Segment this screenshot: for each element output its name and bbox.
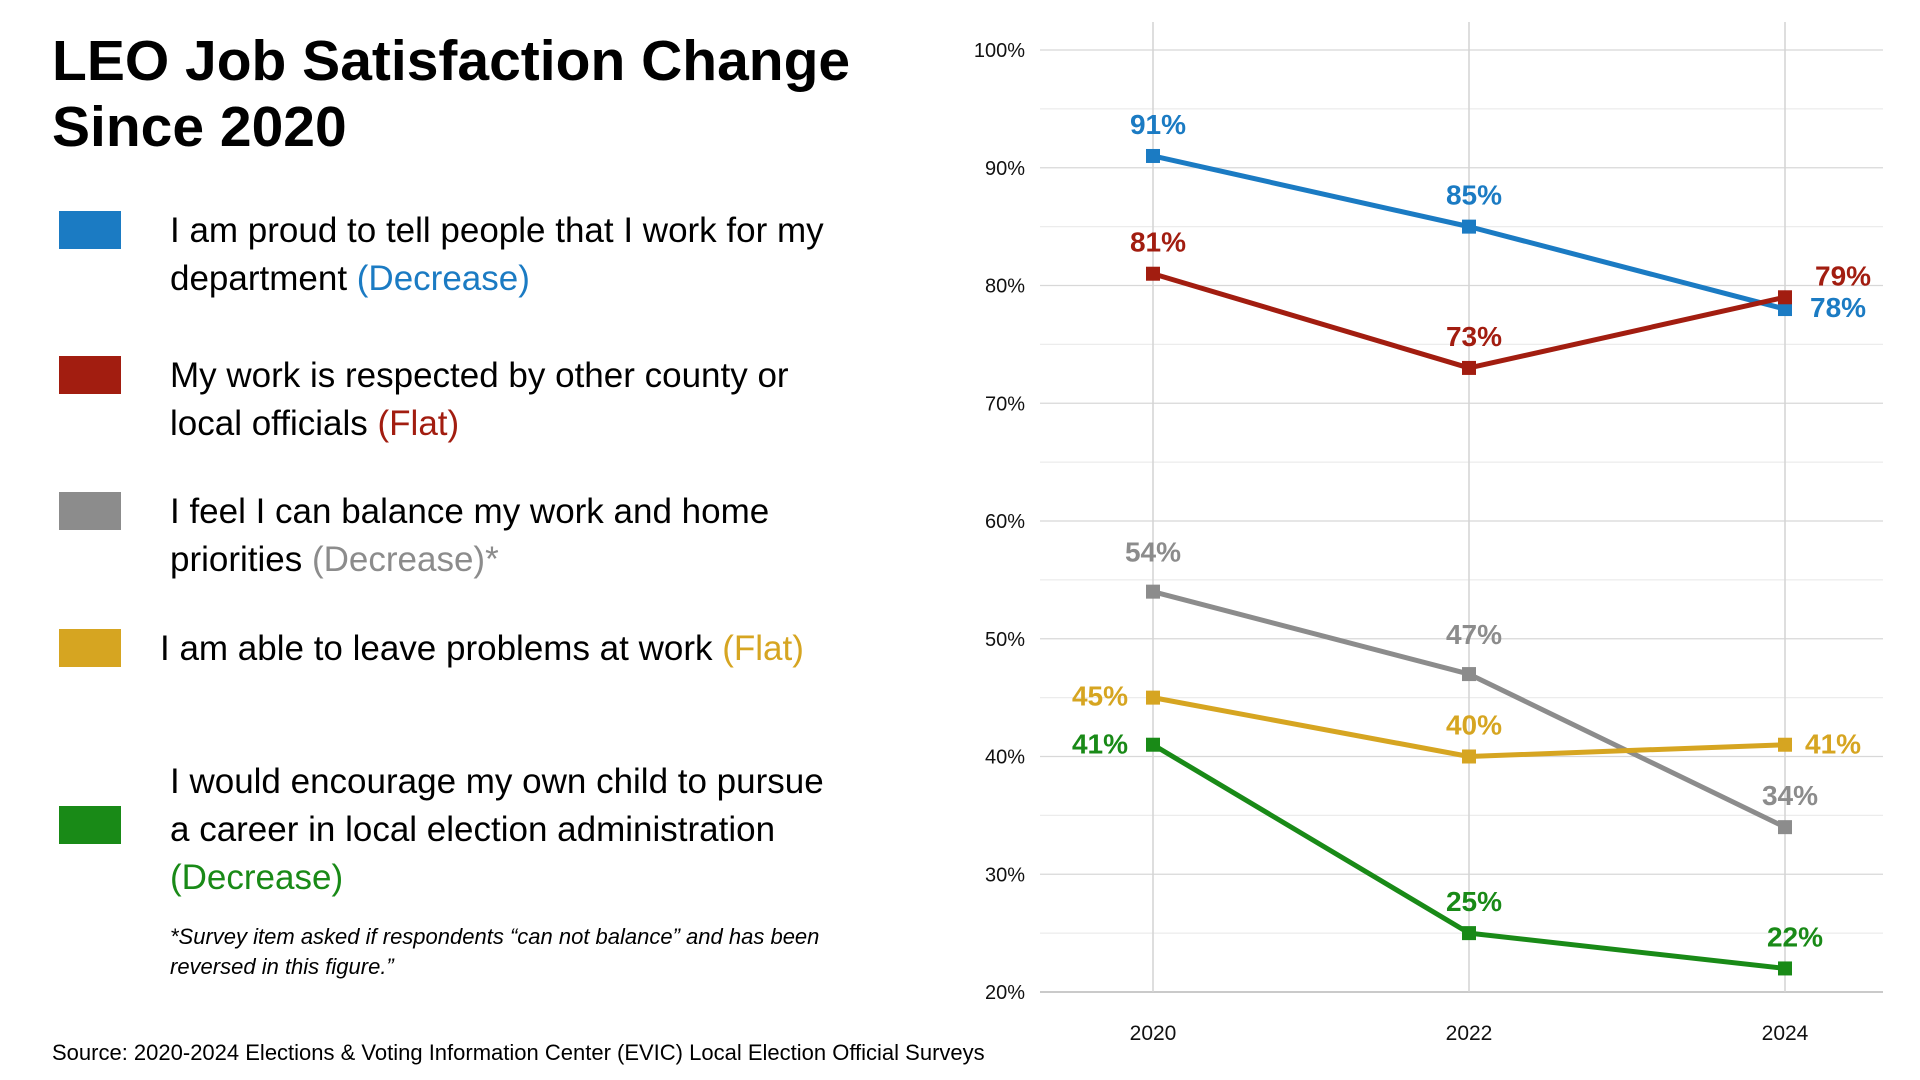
legend-text: I feel I can balance my work and home pr… — [170, 492, 770, 579]
data-label: 78% — [1810, 292, 1866, 323]
data-label: 25% — [1446, 886, 1502, 917]
y-tick-label: 40% — [985, 747, 1025, 769]
data-point — [1462, 360, 1476, 375]
data-point — [1146, 737, 1160, 752]
y-tick-label: 90% — [985, 158, 1025, 180]
y-tick-label: 30% — [985, 864, 1025, 886]
legend-text: I am able to leave problems at work — [160, 629, 723, 668]
data-label: 73% — [1446, 321, 1502, 352]
x-tick-label: 2020 — [1130, 1022, 1177, 1045]
data-label: 85% — [1446, 180, 1502, 211]
data-label: 91% — [1130, 109, 1186, 140]
data-label: 22% — [1767, 921, 1823, 952]
data-point — [1146, 584, 1160, 599]
x-tick-label: 2024 — [1762, 1022, 1809, 1045]
legend-trend: (Decrease) — [311, 540, 486, 579]
y-tick-label: 60% — [985, 511, 1025, 533]
y-tick-label: 70% — [985, 393, 1025, 415]
data-label: 45% — [1072, 681, 1128, 712]
legend-trend: (Decrease) — [170, 858, 344, 897]
legend-trend: (Decrease) — [356, 259, 530, 298]
data-point — [1462, 749, 1476, 764]
data-label: 40% — [1446, 710, 1502, 741]
legend-swatch — [59, 629, 121, 667]
legend-trend: (Flat) — [722, 629, 804, 668]
data-point — [1462, 667, 1476, 682]
y-tick-label: 100% — [974, 40, 1025, 62]
legend-asterisk: * — [485, 540, 499, 579]
chart-title: LEO Job Satisfaction Change Since 2020 — [52, 29, 851, 159]
legend-swatch — [59, 806, 121, 844]
data-label: 34% — [1762, 780, 1818, 811]
data-label: 79% — [1815, 260, 1871, 291]
legend-text: My work is respected by other county or … — [170, 356, 789, 443]
source-note: Source: 2020-2024 Elections & Voting Inf… — [52, 1040, 985, 1065]
footnote: *Survey item asked if respondents “can n… — [170, 924, 820, 979]
x-tick-label: 2022 — [1446, 1022, 1493, 1045]
legend-label: I am able to leave problems at work (Fla… — [160, 625, 840, 673]
legend-label: I feel I can balance my work and home pr… — [170, 488, 890, 584]
data-label: 47% — [1446, 619, 1502, 650]
data-label: 41% — [1072, 729, 1128, 760]
legend-label: My work is respected by other county or … — [170, 352, 870, 448]
data-point — [1146, 266, 1160, 281]
y-tick-label: 50% — [985, 629, 1025, 651]
legend-label: I am proud to tell people that I work fo… — [170, 207, 890, 303]
data-point — [1778, 961, 1792, 976]
legend-swatch — [59, 492, 121, 530]
data-point — [1778, 737, 1792, 752]
y-tick-label: 20% — [985, 982, 1025, 1004]
data-label: 41% — [1805, 729, 1861, 760]
data-label: 54% — [1125, 537, 1181, 568]
legend-text: I am proud to tell people that I work fo… — [170, 211, 824, 298]
data-point — [1462, 926, 1476, 941]
data-label: 81% — [1130, 227, 1186, 258]
data-point — [1146, 690, 1160, 705]
legend-label: I would encourage my own child to pursue… — [170, 758, 850, 902]
data-point — [1146, 148, 1160, 163]
legend-swatch — [59, 211, 121, 249]
data-point — [1778, 820, 1792, 835]
legend-swatch — [59, 356, 121, 394]
legend-trend: (Flat) — [377, 404, 460, 443]
data-point — [1462, 219, 1476, 234]
data-point — [1778, 302, 1792, 317]
data-point — [1778, 290, 1792, 305]
legend-text: I would encourage my own child to pursue… — [170, 762, 824, 849]
y-tick-label: 80% — [985, 276, 1025, 298]
